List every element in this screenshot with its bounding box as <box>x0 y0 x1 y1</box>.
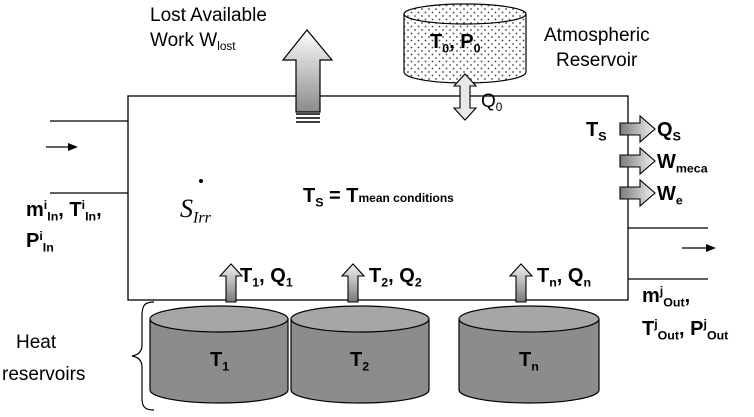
qn-arrow <box>508 263 534 303</box>
q0-label: Q0 <box>481 91 503 115</box>
tank-n-label: Tn <box>519 349 539 374</box>
qs-label: QS <box>657 119 681 144</box>
inlet-flow-label-line2: PiIn <box>26 229 54 255</box>
tank-1 <box>149 305 289 404</box>
q0-double-arrow <box>452 73 478 121</box>
tank-n <box>458 305 600 404</box>
q1-arrow <box>218 263 244 303</box>
outlet-arrow <box>682 244 716 252</box>
ts-label: TS <box>586 119 607 144</box>
sirr-dot <box>199 179 203 183</box>
atmospheric-conditions-label: T0, P0 <box>430 31 481 56</box>
tank-1-label: T1 <box>210 349 230 374</box>
we-arrow <box>619 178 656 208</box>
inlet-flow-label-line1: miIn, TiIn, <box>26 198 102 224</box>
atmospheric-label-line2: Reservoir <box>556 50 638 71</box>
wmeca-label: Wmeca <box>657 151 708 176</box>
tank-2-label: T2 <box>350 349 370 374</box>
qs-arrow <box>619 114 656 144</box>
outlet-flow-label-line1: mjOut, <box>642 284 691 310</box>
lost-work-label-line1: Lost Available <box>150 5 267 26</box>
q2-label: T2, Q2 <box>369 265 422 290</box>
qn-label: Tn, Qn <box>537 265 592 290</box>
lost-work-arrow <box>281 29 334 123</box>
lost-work-label-line2: Work Wlost <box>150 30 236 54</box>
heat-reservoirs-label-line2: reservoirs <box>2 364 86 385</box>
sirr-label: SIrr <box>180 194 211 227</box>
heat-reservoirs-label-line1: Heat <box>16 332 57 353</box>
we-label: We <box>657 183 683 208</box>
atmospheric-label-line1: Atmospheric <box>544 25 650 46</box>
heat-reservoirs-brace <box>131 301 155 411</box>
q1-label: T1, Q1 <box>240 265 293 290</box>
wmeca-arrow <box>619 146 656 176</box>
mean-conditions-label: TS = Tmean conditions <box>303 185 454 210</box>
tank-2 <box>290 305 430 404</box>
outlet-flow-label-line2: TjOut, PjOut <box>642 317 729 343</box>
inlet-arrow <box>46 143 78 151</box>
q2-arrow <box>340 263 366 303</box>
